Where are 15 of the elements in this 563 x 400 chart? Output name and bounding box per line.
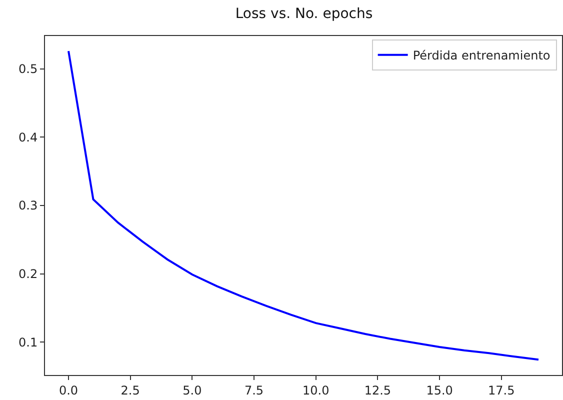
y-tick-label: 0.2	[18, 267, 38, 282]
legend-label: Pérdida entrenamiento	[412, 48, 550, 63]
chart-title: Loss vs. No. epochs	[235, 6, 373, 22]
y-tick-label: 0.5	[18, 62, 38, 76]
y-tick-label: 0.3	[18, 198, 38, 213]
y-tick-label: 0.1	[18, 335, 38, 350]
x-tick-label: 10.0	[302, 383, 330, 398]
y-tick-label: 0.4	[18, 130, 38, 144]
x-tick-label: 17.5	[488, 383, 515, 398]
x-tick-label: 15.0	[426, 383, 453, 398]
x-tick-label: 12.5	[364, 383, 392, 398]
x-tick-label: 5.0	[182, 383, 202, 398]
x-tick-label: 7.5	[244, 383, 264, 398]
x-tick-label: 0.0	[58, 383, 78, 398]
x-tick-label: 2.5	[120, 383, 140, 398]
